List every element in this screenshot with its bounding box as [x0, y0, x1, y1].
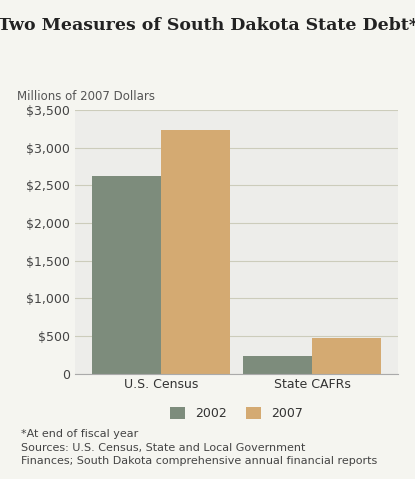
Text: Sources: U.S. Census, State and Local Government: Sources: U.S. Census, State and Local Go… — [21, 443, 305, 453]
Text: *At end of fiscal year: *At end of fiscal year — [21, 429, 138, 439]
Legend: 2002, 2007: 2002, 2007 — [164, 401, 309, 426]
Bar — [161, 130, 230, 374]
Bar — [312, 338, 381, 374]
Text: Finances; South Dakota comprehensive annual financial reports: Finances; South Dakota comprehensive ann… — [21, 456, 377, 466]
Text: Two Measures of South Dakota State Debt*: Two Measures of South Dakota State Debt* — [0, 17, 415, 34]
Bar — [243, 356, 312, 374]
Bar — [92, 176, 161, 374]
Text: Millions of 2007 Dollars: Millions of 2007 Dollars — [17, 90, 155, 103]
